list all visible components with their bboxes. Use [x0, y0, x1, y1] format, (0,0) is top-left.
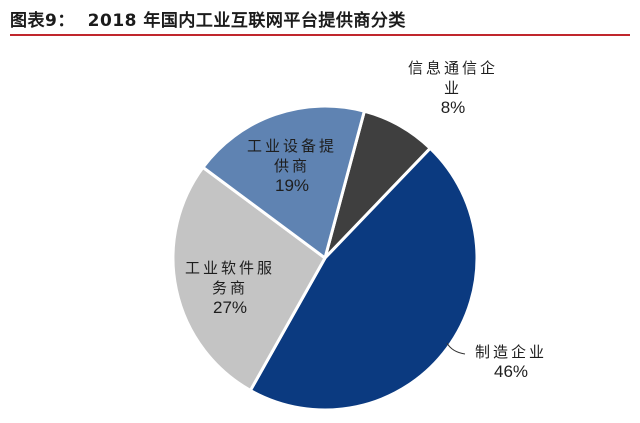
label-software: 工业软件服 务商 27% — [170, 258, 290, 318]
label-equipment-line2: 供商 — [273, 157, 310, 175]
label-equipment-pct: 19% — [274, 176, 310, 195]
label-telecom: 信息通信企 业 8% — [398, 58, 508, 118]
slice-equipment — [201, 104, 366, 260]
label-telecom-line2: 业 — [443, 79, 462, 97]
label-software-line2: 务商 — [211, 279, 248, 297]
label-software-pct: 27% — [212, 298, 248, 317]
label-equipment: 工业设备提 供商 19% — [232, 136, 352, 196]
slice-manufacturing — [248, 146, 479, 412]
label-manufacturing-pct: 46% — [493, 362, 529, 381]
label-manufacturing-line1: 制造企业 — [474, 343, 547, 361]
manufacturing-leader-line — [446, 342, 466, 355]
label-manufacturing: 制造企业 46% — [466, 342, 556, 382]
label-telecom-pct: 8% — [440, 98, 466, 117]
label-software-line1: 工业软件服 — [184, 259, 275, 277]
chart-title: 图表9： 2018 年国内工业互联网平台提供商分类 — [10, 11, 406, 31]
label-telecom-line1: 信息通信企 — [407, 59, 498, 77]
slice-software — [171, 165, 327, 392]
label-equipment-line1: 工业设备提 — [246, 137, 337, 155]
chart-title-bar: 图表9： 2018 年国内工业互联网平台提供商分类 — [10, 6, 630, 32]
title-underline — [10, 34, 630, 36]
